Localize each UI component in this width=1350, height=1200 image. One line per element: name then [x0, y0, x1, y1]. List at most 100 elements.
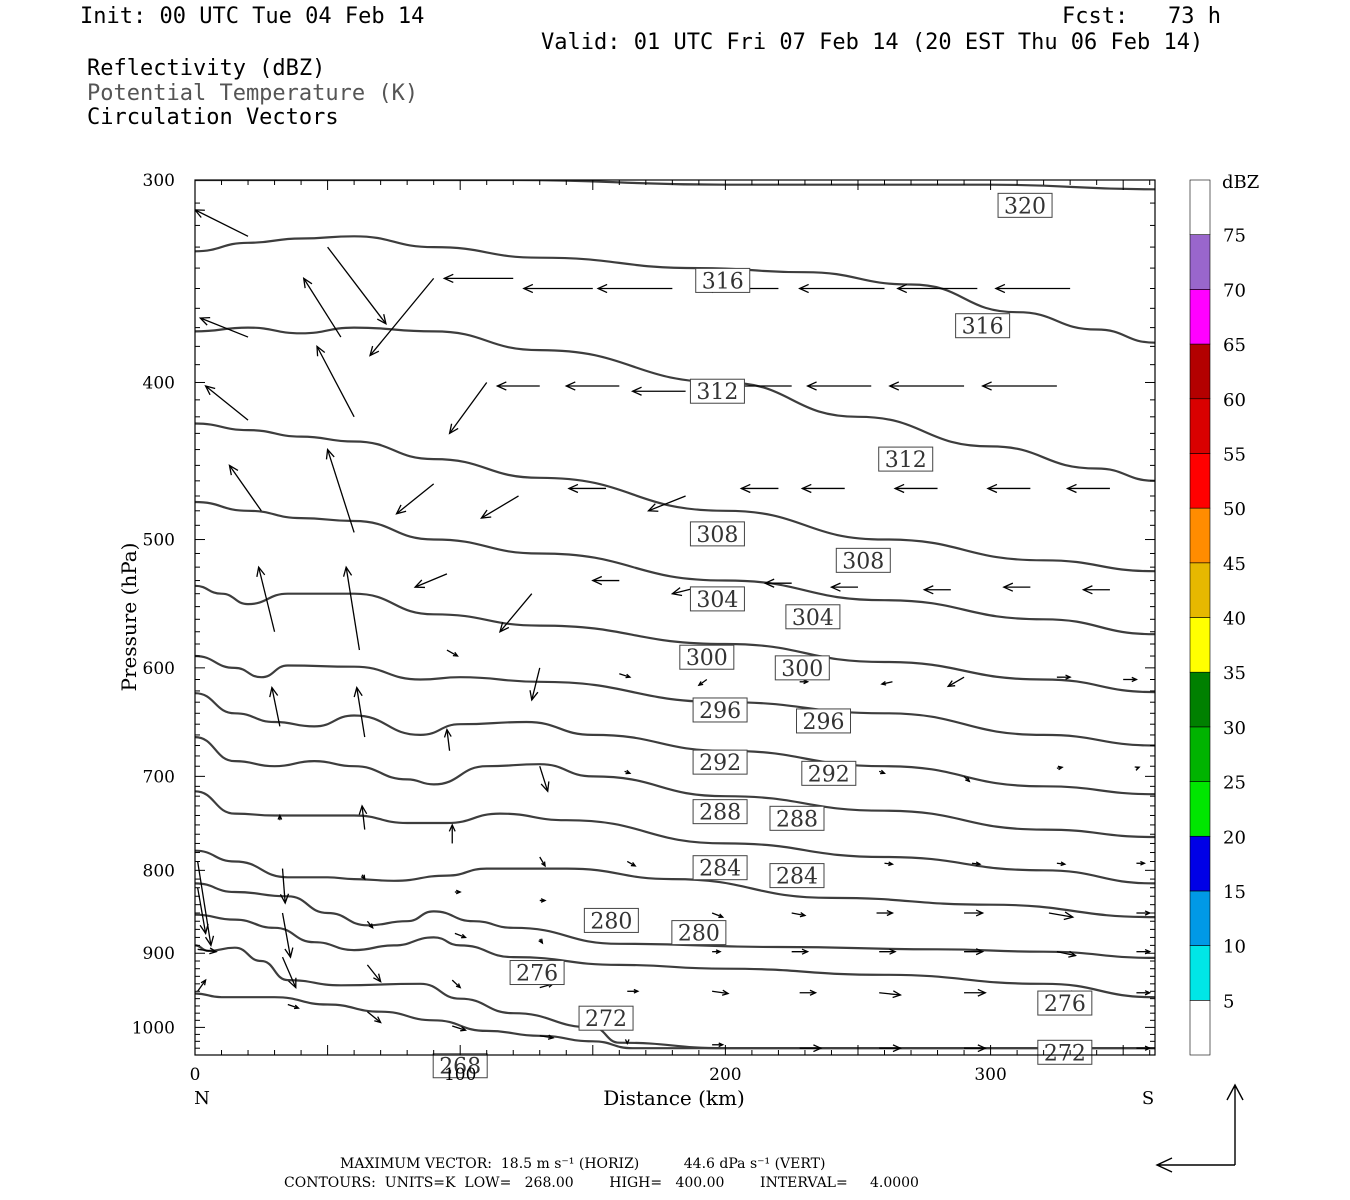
contour-label: 312 [689, 378, 745, 405]
circulation-vector [964, 1044, 987, 1053]
circulation-vector [197, 887, 209, 935]
theta-contour-280 [195, 849, 1155, 919]
colorbar-swatch [1189, 945, 1211, 1001]
contour-label: 284 [692, 855, 748, 882]
theta-contours [195, 180, 1155, 1050]
x-tick-label: 200 [709, 1065, 741, 1085]
circulation-vector [1081, 585, 1110, 595]
circulation-vector [626, 860, 637, 867]
circulation-vector [712, 989, 730, 996]
circulation-vector [366, 964, 382, 983]
circulation-vector [1136, 910, 1152, 916]
circulation-vector [963, 775, 971, 783]
field-reflectivity: Reflectivity (dBZ) [87, 56, 326, 81]
svg-text:280: 280 [678, 922, 720, 947]
colorbar-level-label: 5 [1223, 991, 1234, 1012]
circulation-vector [342, 565, 361, 651]
theta-contour-312 [195, 326, 1155, 482]
contour-label: 308 [689, 521, 745, 548]
svg-text:276: 276 [1044, 992, 1086, 1017]
theta-contour-320 [195, 180, 1155, 191]
colorbar-swatch [1189, 781, 1211, 837]
circulation-vector [413, 573, 448, 589]
y-tick-label: 600 [143, 659, 175, 679]
colorbar-swatch [1189, 507, 1211, 564]
circulation-vector [366, 1011, 382, 1024]
colorbar-swatch [1189, 289, 1211, 345]
circulation-vector [994, 283, 1071, 294]
circulation-vector [791, 911, 807, 918]
svg-text:292: 292 [699, 751, 741, 776]
circulation-vector [539, 1034, 555, 1040]
circulation-vector [451, 979, 462, 989]
contour-label: 276 [509, 960, 565, 987]
svg-text:296: 296 [803, 710, 845, 735]
circulation-vector [197, 861, 215, 947]
svg-text:304: 304 [696, 588, 738, 613]
colorbar-swatch [1189, 398, 1211, 454]
theta-contour-272 [195, 913, 1155, 999]
circulation-vector [806, 381, 872, 391]
svg-text:312: 312 [885, 448, 927, 473]
y-tick-label: 800 [143, 861, 175, 881]
circulation-vector [564, 381, 620, 391]
circulation-vector [739, 483, 779, 494]
circulation-vector [922, 585, 951, 595]
circulation-vector [763, 578, 792, 588]
circulation-vector [228, 464, 262, 512]
circulation-vector [281, 912, 294, 959]
circulation-vector [1134, 766, 1141, 771]
circulation-vector [964, 909, 985, 917]
circulation-vector [799, 1044, 823, 1053]
circulation-vector [591, 575, 620, 586]
circulation-vector [879, 1044, 902, 1053]
contour-label: 304 [785, 604, 841, 631]
contour-label: 268 [432, 1053, 488, 1080]
circulation-vector [360, 874, 366, 881]
contour-label: 300 [679, 644, 735, 671]
colorbar-level-label: 35 [1223, 663, 1246, 684]
theta-contour-264 [195, 992, 1155, 1050]
circulation-vector [624, 769, 632, 775]
forecast-hour: Fcst: 73 h [1062, 4, 1221, 29]
circulation-vector [1048, 911, 1075, 921]
colorbar-swatch [1189, 835, 1211, 892]
contour-label: 296 [796, 708, 852, 735]
circulation-vector [277, 813, 283, 821]
svg-text:268: 268 [439, 1055, 481, 1080]
circulation-vector [279, 868, 290, 905]
plot-axes: 0 100 200 300 300 400 500 600 700 800 900 1000 N S Dis… [117, 171, 1156, 1110]
circulation-vector [619, 673, 632, 679]
vertical-reference-arrow [1226, 1083, 1244, 1165]
contour-labels: 320 316 316 312 312 308 308 304 304 300 300 296 296 2… [432, 192, 1093, 1080]
contour-label: 284 [769, 863, 825, 890]
y-axis-label: Pressure (hPa) [117, 543, 141, 692]
contour-label: 316 [695, 267, 751, 294]
circulation-vector [1056, 861, 1067, 867]
circulation-vector [964, 948, 985, 956]
circulation-vector [539, 856, 546, 868]
circulation-vector [627, 988, 640, 994]
theta-contour-304 [195, 500, 1155, 636]
svg-text:312: 312 [696, 380, 738, 405]
y-tick-label: 900 [143, 944, 175, 964]
horizontal-reference-arrow [1155, 1157, 1235, 1173]
circulation-vector [539, 766, 550, 793]
svg-text:284: 284 [776, 865, 818, 890]
contour-label: 292 [801, 760, 857, 787]
svg-text:320: 320 [1004, 194, 1046, 219]
circulation-vector [1056, 765, 1064, 771]
circulation-vector [946, 676, 965, 688]
colorbar-level-label: 30 [1223, 718, 1246, 739]
circulation-vector [876, 909, 895, 917]
circulation-vector [197, 947, 218, 955]
contour-label: 320 [997, 192, 1053, 219]
theta-contour-268 [195, 944, 1155, 1050]
colorbar: 5 10 15 20 25 30 35 40 45 50 55 60 65 70 75 dBZ [1189, 172, 1259, 1056]
colorbar-level-label: 65 [1223, 335, 1246, 356]
colorbar-swatch [1189, 617, 1211, 673]
x-tick-label: 300 [974, 1065, 1006, 1085]
svg-text:276: 276 [516, 962, 558, 987]
circulation-vector [798, 283, 885, 294]
